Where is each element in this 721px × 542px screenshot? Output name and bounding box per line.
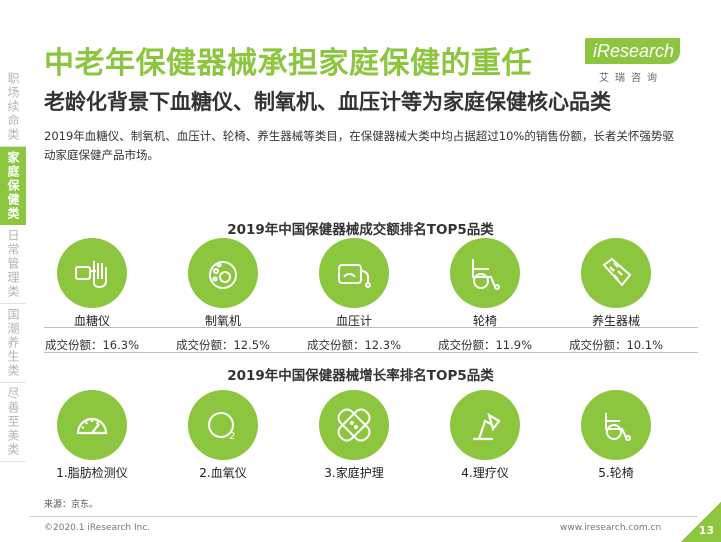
logo-cn: 艾瑞咨询 xyxy=(599,73,663,84)
nav-item-guochao-wellness[interactable]: 国潮养生类 xyxy=(0,304,26,383)
sales-share: 成交份额：11.9% xyxy=(437,338,533,352)
page-title: 中老年保健器械承担家庭保健的重任 xyxy=(44,46,532,81)
sales-item: 血压计 xyxy=(299,238,409,329)
side-nav: 职场续命类 家庭保健类 日常管理类 国潮养生类 尽善至美类 xyxy=(0,68,26,462)
blood-pressure-icon xyxy=(319,238,389,308)
sales-item: 养生器械 xyxy=(561,238,671,329)
nav-item-workplace[interactable]: 职场续命类 xyxy=(0,68,26,147)
sales-share: 成交份额：12.3% xyxy=(306,338,402,352)
nav-item-label: 家庭保健类 xyxy=(6,151,20,221)
nav-item-label: 职场续命类 xyxy=(6,72,20,142)
divider xyxy=(44,327,698,328)
bandage-icon xyxy=(319,390,389,460)
source-note: 来源：京东。 xyxy=(44,500,99,510)
sales-item-label: 轮椅 xyxy=(472,314,497,328)
lamp-icon xyxy=(450,390,520,460)
nav-item-label: 日常管理类 xyxy=(6,229,20,299)
page-number: 13 xyxy=(698,524,714,537)
sales-item-label: 养生器械 xyxy=(591,314,640,328)
divider xyxy=(44,352,698,353)
growth-item: 3.家庭护理 xyxy=(299,390,409,481)
sales-item-label: 血糖仪 xyxy=(73,314,110,328)
growth-item-label: 1.脂肪检测仪 xyxy=(56,466,128,480)
growth-item-label: 2.血氧仪 xyxy=(199,466,247,480)
sales-item-label: 血压计 xyxy=(335,314,372,328)
glucose-meter-icon xyxy=(57,238,127,308)
iresearch-logo: iResearch 艾瑞咨询 xyxy=(585,38,685,88)
growth-item: 1.脂肪检测仪 xyxy=(37,390,147,481)
sales-item: 血糖仪 xyxy=(37,238,147,329)
top5-growth-title: 2019年中国保健器械增长率排名TOP5品类 xyxy=(227,368,494,384)
copyright: ©2020.1 iResearch Inc. xyxy=(44,523,151,533)
site-url[interactable]: www.iresearch.com.cn xyxy=(560,523,662,533)
top5-sales-title: 2019年中国保健器械成交额排名TOP5品类 xyxy=(227,222,494,238)
oxygen-icon: 2 xyxy=(188,390,258,460)
nav-item-family-health[interactable]: 家庭保健类 xyxy=(0,147,26,225)
nav-item-beauty[interactable]: 尽善至美类 xyxy=(0,383,26,462)
sales-share: 成交份额：12.5% xyxy=(175,338,271,352)
sales-item-label: 制氧机 xyxy=(204,314,241,328)
growth-item-label: 3.家庭护理 xyxy=(324,466,384,480)
oxygen-machine-icon xyxy=(188,238,258,308)
growth-item: 4.理疗仪 xyxy=(430,390,540,481)
logo-brand: iResearch xyxy=(585,38,680,64)
wheelchair-icon xyxy=(581,390,651,460)
growth-item-label: 4.理疗仪 xyxy=(461,466,509,480)
page-subtitle: 老龄化背景下血糖仪、制氧机、血压计等为家庭保健核心品类 xyxy=(44,90,611,114)
nav-item-daily-management[interactable]: 日常管理类 xyxy=(0,225,26,304)
sales-share: 成交份额：10.1% xyxy=(568,338,664,352)
growth-item-label: 5.轮椅 xyxy=(598,466,634,480)
page-description: 2019年血糖仪、制氧机、血压计、轮椅、养生器械等类目，在保健器械大类中均占据超… xyxy=(44,129,674,162)
nav-item-label: 尽善至美类 xyxy=(6,387,20,457)
wheelchair-icon xyxy=(450,238,520,308)
growth-item: 5.轮椅 xyxy=(561,390,671,481)
massage-glove-icon xyxy=(581,238,651,308)
gauge-icon xyxy=(57,390,127,460)
sales-item: 制氧机 xyxy=(168,238,278,329)
svg-text:2: 2 xyxy=(229,431,235,442)
footer-divider xyxy=(30,516,698,517)
nav-item-label: 国潮养生类 xyxy=(6,308,20,378)
sales-share: 成交份额：16.3% xyxy=(44,338,140,352)
growth-item: 2 2.血氧仪 xyxy=(168,390,278,481)
page-corner xyxy=(681,502,721,542)
sales-item: 轮椅 xyxy=(430,238,540,329)
